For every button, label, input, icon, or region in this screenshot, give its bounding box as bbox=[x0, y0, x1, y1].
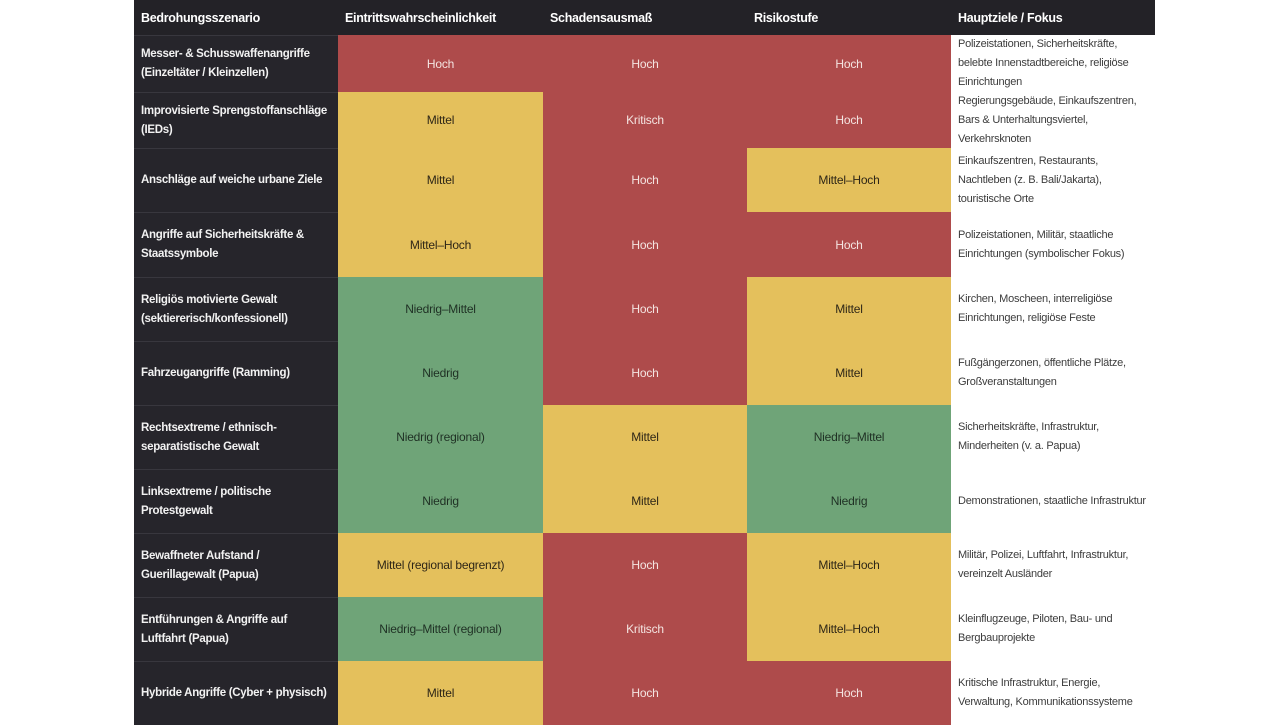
likelihood-cell: Mittel bbox=[338, 661, 543, 725]
likelihood-cell: Niedrig (regional) bbox=[338, 405, 543, 469]
targets-cell: Demonstrationen, staatliche Infrastruktu… bbox=[951, 469, 1155, 533]
likelihood-cell: Niedrig bbox=[338, 469, 543, 533]
likelihood-cell: Mittel bbox=[338, 148, 543, 212]
table-row: Entführungen & Angriffe auf Luftfahrt (P… bbox=[134, 597, 1155, 661]
scenario-cell: Hybride Angriffe (Cyber + physisch) bbox=[134, 661, 338, 725]
likelihood-cell: Mittel bbox=[338, 92, 543, 148]
damage-cell: Mittel bbox=[543, 405, 747, 469]
damage-cell: Hoch bbox=[543, 341, 747, 405]
risk-cell: Mittel bbox=[747, 277, 951, 341]
likelihood-cell: Niedrig bbox=[338, 341, 543, 405]
targets-cell: Polizeistationen, Militär, staatliche Ei… bbox=[951, 212, 1155, 277]
likelihood-cell: Niedrig–Mittel bbox=[338, 277, 543, 341]
risk-matrix-table: Bedrohungsszenario Eintrittswahrscheinli… bbox=[134, 0, 1155, 725]
risk-cell: Hoch bbox=[747, 92, 951, 148]
scenario-cell: Entführungen & Angriffe auf Luftfahrt (P… bbox=[134, 597, 338, 661]
risk-cell: Niedrig bbox=[747, 469, 951, 533]
damage-cell: Hoch bbox=[543, 212, 747, 277]
scenario-cell: Bewaffneter Aufstand / Guerillagewalt (P… bbox=[134, 533, 338, 597]
table-row: Messer- & Schusswaffenangriffe (Einzeltä… bbox=[134, 35, 1155, 92]
table-row: Linksextreme / politische Protestgewalt N… bbox=[134, 469, 1155, 533]
column-header-risikostufe: Risikostufe bbox=[747, 0, 951, 35]
risk-cell: Mittel–Hoch bbox=[747, 533, 951, 597]
damage-cell: Kritisch bbox=[543, 597, 747, 661]
table-row: Angriffe auf Sicherheitskräfte & Staatss… bbox=[134, 212, 1155, 277]
damage-cell: Hoch bbox=[543, 148, 747, 212]
table-header-row: Bedrohungsszenario Eintrittswahrscheinli… bbox=[134, 0, 1155, 35]
risk-cell: Niedrig–Mittel bbox=[747, 405, 951, 469]
table-row: Hybride Angriffe (Cyber + physisch) Mitte… bbox=[134, 661, 1155, 725]
scenario-cell: Improvisierte Sprengstoffanschläge (IEDs… bbox=[134, 92, 338, 148]
scenario-cell: Religiös motivierte Gewalt (sektiererisc… bbox=[134, 277, 338, 341]
scenario-cell: Angriffe auf Sicherheitskräfte & Staatss… bbox=[134, 212, 338, 277]
column-header-bedrohungsszenario: Bedrohungsszenario bbox=[134, 0, 338, 35]
targets-cell: Militär, Polizei, Luftfahrt, Infrastrukt… bbox=[951, 533, 1155, 597]
scenario-cell: Linksextreme / politische Protestgewalt bbox=[134, 469, 338, 533]
risk-table-body: Messer- & Schusswaffenangriffe (Einzeltä… bbox=[134, 35, 1155, 725]
column-header-schadensausmass: Schadensausmaß bbox=[543, 0, 747, 35]
scenario-cell: Fahrzeugangriffe (Ramming) bbox=[134, 341, 338, 405]
damage-cell: Hoch bbox=[543, 533, 747, 597]
damage-cell: Kritisch bbox=[543, 92, 747, 148]
risk-cell: Mittel–Hoch bbox=[747, 148, 951, 212]
scenario-cell: Rechtsextreme / ethnisch-separatistische… bbox=[134, 405, 338, 469]
targets-cell: Polizeistationen, Sicherheitskräfte, bel… bbox=[951, 35, 1155, 92]
targets-cell: Regierungsgebäude, Einkaufszentren, Bars… bbox=[951, 92, 1155, 148]
table-row: Anschläge auf weiche urbane Ziele Mittel H… bbox=[134, 148, 1155, 212]
damage-cell: Mittel bbox=[543, 469, 747, 533]
scenario-cell: Anschläge auf weiche urbane Ziele bbox=[134, 148, 338, 212]
damage-cell: Hoch bbox=[543, 277, 747, 341]
targets-cell: Einkaufszentren, Restaurants, Nachtleben… bbox=[951, 148, 1155, 212]
risk-cell: Hoch bbox=[747, 35, 951, 92]
table-row: Rechtsextreme / ethnisch-separatistische… bbox=[134, 405, 1155, 469]
table-row: Fahrzeugangriffe (Ramming) Niedrig Hoch Mit… bbox=[134, 341, 1155, 405]
table-row: Bewaffneter Aufstand / Guerillagewalt (P… bbox=[134, 533, 1155, 597]
likelihood-cell: Mittel–Hoch bbox=[338, 212, 543, 277]
targets-cell: Kleinflugzeuge, Piloten, Bau- und Bergba… bbox=[951, 597, 1155, 661]
table-row: Improvisierte Sprengstoffanschläge (IEDs… bbox=[134, 92, 1155, 148]
damage-cell: Hoch bbox=[543, 35, 747, 92]
table-row: Religiös motivierte Gewalt (sektiererisc… bbox=[134, 277, 1155, 341]
targets-cell: Sicherheitskräfte, Infrastruktur, Minder… bbox=[951, 405, 1155, 469]
likelihood-cell: Mittel (regional begrenzt) bbox=[338, 533, 543, 597]
risk-cell: Mittel bbox=[747, 341, 951, 405]
risk-cell: Hoch bbox=[747, 661, 951, 725]
risk-cell: Hoch bbox=[747, 212, 951, 277]
scenario-cell: Messer- & Schusswaffenangriffe (Einzeltä… bbox=[134, 35, 338, 92]
column-header-eintrittswahrscheinlichkeit: Eintrittswahrscheinlichkeit bbox=[338, 0, 543, 35]
likelihood-cell: Hoch bbox=[338, 35, 543, 92]
column-header-hauptziele-fokus: Hauptziele / Fokus bbox=[951, 0, 1155, 35]
likelihood-cell: Niedrig–Mittel (regional) bbox=[338, 597, 543, 661]
targets-cell: Kirchen, Moscheen, interreligiöse Einric… bbox=[951, 277, 1155, 341]
targets-cell: Fußgängerzonen, öffentliche Plätze, Groß… bbox=[951, 341, 1155, 405]
damage-cell: Hoch bbox=[543, 661, 747, 725]
targets-cell: Kritische Infrastruktur, Energie, Verwal… bbox=[951, 661, 1155, 725]
risk-cell: Mittel–Hoch bbox=[747, 597, 951, 661]
